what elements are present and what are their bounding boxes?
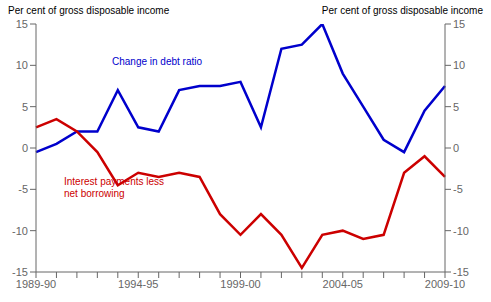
svg-text:-5: -5 — [18, 183, 28, 195]
svg-text:0: 0 — [22, 142, 28, 154]
svg-text:2004-05: 2004-05 — [323, 278, 363, 290]
svg-text:1989-90: 1989-90 — [16, 278, 56, 290]
svg-text:1999-00: 1999-00 — [220, 278, 260, 290]
svg-text:15: 15 — [453, 18, 465, 30]
svg-text:0: 0 — [453, 142, 459, 154]
svg-text:-15: -15 — [453, 266, 469, 278]
svg-text:10: 10 — [453, 59, 465, 71]
svg-text:5: 5 — [453, 101, 459, 113]
svg-text:-10: -10 — [12, 225, 28, 237]
svg-text:2009-10: 2009-10 — [425, 278, 465, 290]
html-text:Interest payments less net bor: Interest payments less net borrowing — [64, 176, 164, 199]
svg-text:10: 10 — [16, 59, 28, 71]
svg-text:1994-95: 1994-95 — [118, 278, 158, 290]
svg-text:-10: -10 — [453, 225, 469, 237]
svg-text:15: 15 — [16, 18, 28, 30]
svg-text:-15: -15 — [12, 266, 28, 278]
html-text:Per cent of gross disposable i: Per cent of gross disposable income — [321, 5, 483, 16]
html-text:Per cent of gross disposable i: Per cent of gross disposable income — [8, 5, 170, 16]
html-text:Change in debt ratio: Change in debt ratio — [112, 56, 203, 67]
svg-text:-5: -5 — [453, 183, 463, 195]
svg-text:5: 5 — [22, 101, 28, 113]
